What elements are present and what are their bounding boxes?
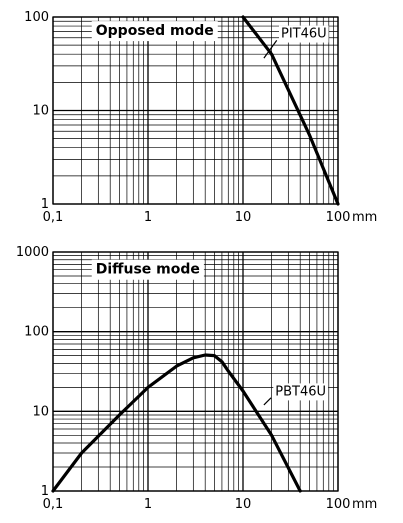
- mode-label-bg: [91, 21, 218, 42]
- mode-label: Diffuse mode: [96, 262, 200, 278]
- plot-frame: [52, 251, 339, 492]
- x-tick-label: 0,1: [43, 210, 64, 225]
- series-line: [51, 353, 302, 493]
- x-unit-label: mm: [352, 210, 377, 225]
- series-label-leader: [263, 40, 278, 59]
- x-tick-label: 0,1: [43, 497, 64, 512]
- mode-label: Opposed mode: [96, 23, 214, 39]
- y-tick-label: 10: [32, 404, 49, 419]
- plot-frame: [52, 16, 339, 205]
- y-tick-label: 100: [24, 325, 49, 340]
- x-tick-label: 1: [144, 210, 152, 225]
- y-tick-label: 100: [24, 10, 49, 25]
- x-tick-label: 1: [144, 497, 152, 512]
- x-tick-label: 100: [326, 210, 351, 225]
- x-tick-label: 10: [235, 497, 252, 512]
- series-label-bg: [279, 25, 329, 43]
- y-tick-label: 1: [41, 484, 49, 499]
- x-unit-label: mm: [352, 497, 377, 512]
- y-tick-label: 1: [41, 197, 49, 212]
- series-line: [241, 15, 340, 206]
- series-label: PIT46U: [281, 27, 327, 42]
- y-tick-label: 1000: [16, 245, 49, 260]
- x-tick-label: 100: [326, 497, 351, 512]
- series-label-bg: [273, 383, 329, 401]
- x-tick-label: 10: [235, 210, 252, 225]
- series-label-leader: [263, 397, 272, 406]
- mode-label-bg: [91, 259, 204, 280]
- y-tick-label: 10: [32, 104, 49, 119]
- series-label: PBT46U: [275, 384, 326, 399]
